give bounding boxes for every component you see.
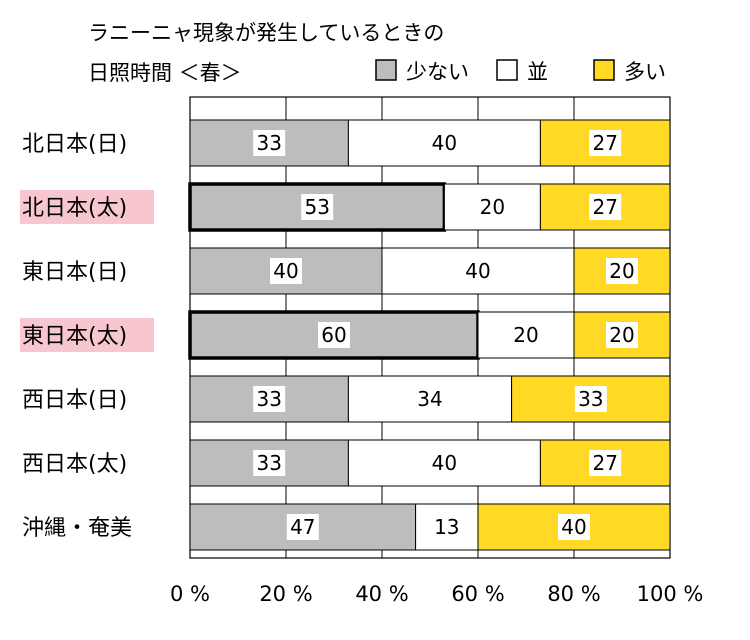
data-label-bg-1-2 <box>589 194 622 220</box>
data-label-0-2: 27 <box>592 131 617 155</box>
data-label-0-0: 33 <box>256 131 281 155</box>
category-label-4: 西日本(日) <box>22 388 127 413</box>
data-label-5-1: 40 <box>432 451 457 475</box>
x-tick-2: 40 % <box>355 582 408 606</box>
data-label-bg-4-2 <box>574 386 607 412</box>
legend-swatch-2 <box>593 59 615 81</box>
x-tick-1: 20 % <box>259 582 312 606</box>
data-label-6-1: 13 <box>434 515 459 539</box>
data-label-bg-6-2 <box>558 514 590 540</box>
data-label-3-2: 20 <box>609 323 634 347</box>
data-label-4-2: 33 <box>578 387 603 411</box>
data-label-0-1: 40 <box>432 131 457 155</box>
category-highlights <box>20 190 154 352</box>
data-label-bg-1-0 <box>301 194 334 220</box>
category-highlight-3 <box>20 318 154 352</box>
data-label-4-0: 33 <box>256 387 281 411</box>
data-label-bg-0-1 <box>428 130 461 156</box>
data-label-bg-3-1 <box>510 322 542 348</box>
legend-label-0: 少ない <box>406 60 469 84</box>
data-label-bg-4-0 <box>253 386 286 412</box>
data-label-bg-0-0 <box>253 130 286 156</box>
data-label-1-2: 27 <box>592 195 617 219</box>
legend-swatch-0 <box>375 59 397 81</box>
data-label-4-1: 34 <box>417 387 442 411</box>
x-tick-4: 80 % <box>547 582 600 606</box>
data-label-bg-1-1 <box>476 194 509 220</box>
chart-subtitle: 日照時間 ＜春＞ <box>88 61 242 85</box>
category-label-0: 北日本(日) <box>22 132 127 157</box>
data-label-bg-5-2 <box>589 450 622 476</box>
data-label-1-0: 53 <box>304 195 329 219</box>
x-tick-0: 0 % <box>170 582 210 606</box>
legend: 少ない 並 多い <box>375 59 666 84</box>
legend-swatch-1 <box>496 59 518 81</box>
data-label-5-2: 27 <box>592 451 617 475</box>
x-tick-3: 60 % <box>451 582 504 606</box>
bars: 33 40 27 53 20 27 40 40 20 60 20 20 33 34 33 33 40 27 47 13… <box>188 119 671 551</box>
x-tick-labels: 0 % 20 % 40 % 60 % 80 % 100 % <box>170 582 703 606</box>
data-label-bg-2-1 <box>462 258 494 284</box>
data-label-bg-6-0 <box>286 514 319 540</box>
data-label-bg-6-1 <box>430 514 463 540</box>
data-label-bg-2-0 <box>270 258 302 284</box>
category-labels: 北日本(日) 北日本(太) 東日本(日) 東日本(太) 西日本(日) 西日本(太) 沖縄・奄… <box>22 132 132 541</box>
data-label-bg-3-0 <box>318 322 350 348</box>
data-label-3-0: 60 <box>321 323 346 347</box>
data-label-bg-2-2 <box>606 258 638 284</box>
category-label-2: 東日本(日) <box>22 260 127 285</box>
data-label-bg-0-2 <box>589 130 622 156</box>
data-label-bg-4-1 <box>414 386 446 412</box>
data-label-bg-5-1 <box>428 450 461 476</box>
data-label-2-2: 20 <box>609 259 634 283</box>
legend-label-1: 並 <box>527 60 548 84</box>
data-label-3-1: 20 <box>513 323 538 347</box>
data-label-6-2: 40 <box>561 515 586 539</box>
category-highlight-1 <box>20 190 154 224</box>
data-label-5-0: 33 <box>256 451 281 475</box>
data-label-1-1: 20 <box>480 195 505 219</box>
chart-title: ラニーニャ現象が発生しているときの <box>88 21 444 45</box>
legend-label-2: 多い <box>624 60 666 84</box>
category-label-1: 北日本(太) <box>22 196 127 221</box>
data-label-bg-3-2 <box>606 322 638 348</box>
x-tick-5: 100 % <box>637 582 704 606</box>
data-label-2-1: 40 <box>465 259 490 283</box>
category-label-5: 西日本(太) <box>22 452 127 477</box>
category-label-3: 東日本(太) <box>22 324 127 349</box>
data-label-bg-5-0 <box>253 450 286 476</box>
category-label-6: 沖縄・奄美 <box>22 516 132 541</box>
data-label-2-0: 40 <box>273 259 298 283</box>
data-label-6-0: 47 <box>290 515 315 539</box>
